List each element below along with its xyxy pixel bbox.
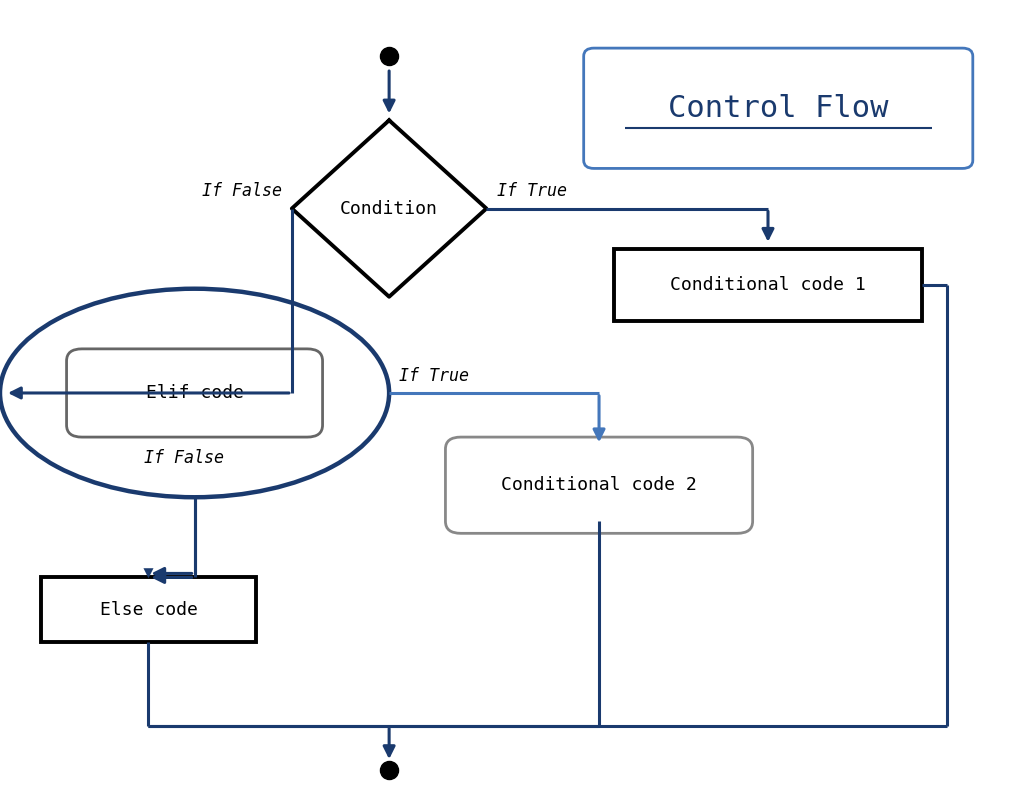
- FancyBboxPatch shape: [67, 349, 323, 437]
- FancyBboxPatch shape: [614, 249, 922, 321]
- Text: If False: If False: [144, 449, 224, 467]
- Polygon shape: [292, 120, 486, 297]
- Ellipse shape: [0, 289, 389, 497]
- Text: If True: If True: [497, 183, 566, 200]
- Text: Control Flow: Control Flow: [668, 94, 889, 123]
- Text: Conditional code 2: Conditional code 2: [501, 476, 697, 494]
- Text: Condition: Condition: [340, 200, 438, 217]
- Text: Conditional code 1: Conditional code 1: [670, 276, 866, 294]
- Text: If True: If True: [399, 367, 469, 385]
- FancyBboxPatch shape: [41, 577, 256, 642]
- Text: If False: If False: [202, 183, 282, 200]
- Text: Else code: Else code: [99, 601, 198, 618]
- FancyBboxPatch shape: [584, 48, 973, 168]
- FancyBboxPatch shape: [445, 437, 753, 533]
- Text: Elif code: Elif code: [145, 384, 244, 402]
